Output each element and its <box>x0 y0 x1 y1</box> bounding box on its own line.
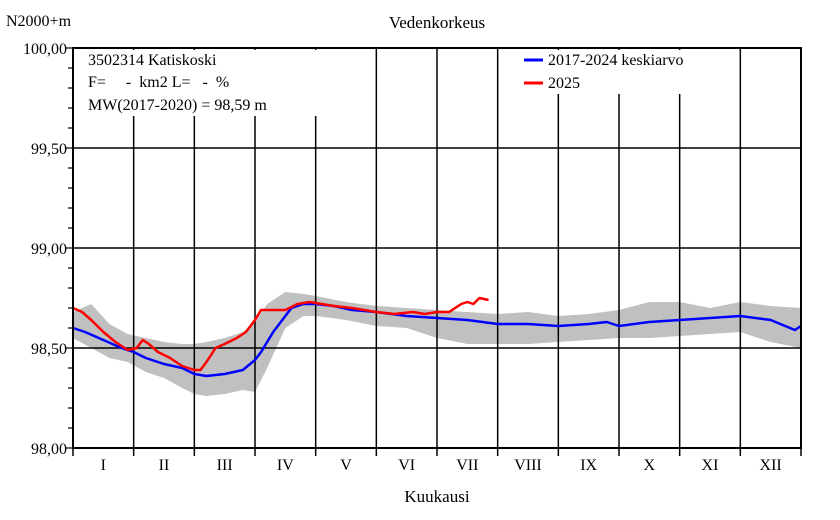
x-tick-label: VIII <box>514 457 542 474</box>
y-axis-label: N2000+m <box>6 13 72 30</box>
catchment-info: F= - km2 L= - % <box>88 74 229 91</box>
x-tick-label: VI <box>398 457 415 474</box>
legend-box <box>518 50 738 94</box>
x-axis-label: Kuukausi <box>404 487 469 506</box>
x-tick-label: X <box>644 457 656 474</box>
info-box <box>76 50 338 116</box>
y-tick-label: 98,50 <box>31 341 67 358</box>
x-tick-label: II <box>159 457 170 474</box>
chart-title: Vedenkorkeus <box>389 13 485 32</box>
x-tick-label: XI <box>702 457 719 474</box>
plot-frame <box>72 47 802 449</box>
x-tick-label: XII <box>760 457 782 474</box>
y-tick-label: 99,00 <box>31 241 67 258</box>
y-tick-label: 99,50 <box>31 141 67 158</box>
series-line-2025 <box>72 296 489 372</box>
x-tick-label: IX <box>580 457 597 474</box>
x-tick-label: I <box>101 457 106 474</box>
legend-label-2025: 2025 <box>548 75 580 92</box>
station-name: 3502314 Katiskoski <box>88 52 217 69</box>
x-tick-label: III <box>217 457 233 474</box>
x-tick-label: IV <box>277 457 294 474</box>
legend-label-average: 2017-2024 keskiarvo <box>548 52 684 69</box>
series-lines <box>72 296 802 378</box>
y-tick-label: 100,00 <box>23 41 67 58</box>
x-tick-label: V <box>340 457 352 474</box>
grid <box>73 48 801 448</box>
x-tick-label: VII <box>456 457 478 474</box>
mean-water-level: MW(2017-2020) = 98,59 m <box>88 97 267 114</box>
y-tick-label: 98,00 <box>31 441 67 458</box>
